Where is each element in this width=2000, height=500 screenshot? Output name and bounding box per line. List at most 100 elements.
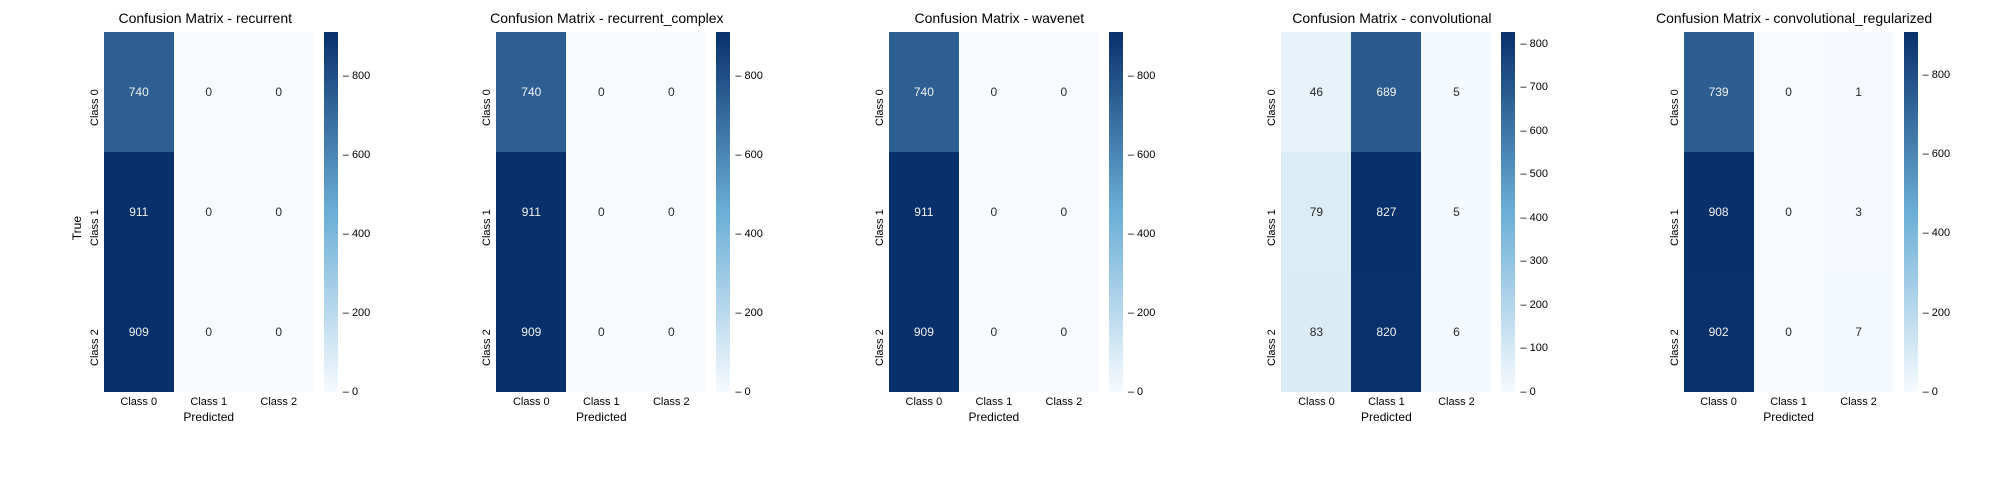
chart-row: Class 0Class 1Class 2740009110090900Clas… [871,32,1128,424]
heatmap-cell: 902 [1684,272,1754,392]
x-axis-label: Predicted [1281,410,1491,424]
y-tick-label: Class 0 [871,48,889,168]
colorbar: – 0– 200– 400– 600– 800 [1109,32,1128,424]
x-ticks: Class 0Class 1Class 2 [1684,392,1894,408]
heatmap-cell: 0 [566,272,636,392]
x-ticks: Class 0Class 1Class 2 [889,392,1099,408]
heatmap-cell: 5 [1421,32,1491,152]
heatmap-column: 740009110090900Class 0Class 1Class 2Pred… [889,32,1099,424]
x-ticks: Class 0Class 1Class 2 [104,392,314,408]
x-ticks: Class 0Class 1Class 2 [1281,392,1491,408]
heatmap-cell: 0 [636,32,706,152]
x-tick-label: Class 2 [1421,392,1491,408]
x-tick-label: Class 0 [104,392,174,408]
y-tick-label: Class 1 [1263,168,1281,288]
colorbar: – 0– 100– 200– 300– 400– 500– 600– 700– … [1501,32,1520,424]
panel-title: Confusion Matrix - wavenet [915,10,1085,26]
confusion-matrix-panel: Confusion Matrix - recurrentTrueClass 0C… [68,10,343,424]
x-tick-label: Class 0 [496,392,566,408]
y-tick-label: Class 2 [1263,288,1281,408]
x-ticks: Class 0Class 1Class 2 [496,392,706,408]
heatmap-cell: 0 [174,272,244,392]
y-ticks: Class 0Class 1Class 2 [478,48,496,408]
heatmap-cell: 0 [1029,32,1099,152]
y-axis: Class 0Class 1Class 2 [478,32,496,424]
heatmap: 466895 798275 838206 [1281,32,1491,392]
heatmap-cell: 83 [1281,272,1351,392]
colorbar-gradient [1109,32,1123,392]
chart-row: Class 0Class 1Class 2466895798275838206C… [1263,32,1520,424]
x-tick-label: Class 1 [959,392,1029,408]
colorbar: – 0– 200– 400– 600– 800 [324,32,343,424]
panel-title: Confusion Matrix - recurrent_complex [490,10,723,26]
heatmap-cell: 0 [636,152,706,272]
heatmap-cell: 820 [1351,272,1421,392]
y-ticks: Class 0Class 1Class 2 [871,48,889,408]
panel-title: Confusion Matrix - convolutional [1292,10,1491,26]
colorbar: – 0– 200– 400– 600– 800 [1904,32,1923,424]
x-tick-label: Class 2 [1029,392,1099,408]
x-tick-label: Class 0 [1684,392,1754,408]
heatmap-cell: 0 [244,272,314,392]
x-tick-label: Class 1 [1351,392,1421,408]
y-axis-label: True [68,216,86,240]
x-axis-label: Predicted [496,410,706,424]
y-tick-label: Class 2 [1666,288,1684,408]
colorbar-gradient [324,32,338,392]
y-tick-label: Class 0 [86,48,104,168]
heatmap-cell: 79 [1281,152,1351,272]
y-ticks: Class 0Class 1Class 2 [86,48,104,408]
heatmap-cell: 911 [496,152,566,272]
heatmap-cell: 0 [566,32,636,152]
heatmap-cell: 0 [1754,32,1824,152]
heatmap-cell: 0 [959,272,1029,392]
y-tick-label: Class 1 [86,168,104,288]
heatmap-cell: 908 [1684,152,1754,272]
x-tick-label: Class 1 [174,392,244,408]
chart-row: TrueClass 0Class 1Class 2740009110090900… [68,32,343,424]
heatmap-cell: 911 [889,152,959,272]
heatmap-cell: 689 [1351,32,1421,152]
heatmap-cell: 3 [1824,152,1894,272]
confusion-matrix-panel: Confusion Matrix - wavenetClass 0Class 1… [871,10,1128,424]
y-tick-label: Class 0 [1666,48,1684,168]
x-tick-label: Class 2 [244,392,314,408]
heatmap: 740009110090900 [496,32,706,392]
heatmap-cell: 0 [1754,152,1824,272]
heatmap-cell: 827 [1351,152,1421,272]
y-axis: Class 0Class 1Class 2 [1263,32,1281,424]
heatmap: 740009110090900 [104,32,314,392]
chart-row: Class 0Class 1Class 2739019080390207Clas… [1666,32,1923,424]
colorbar-gradient [716,32,730,392]
heatmap: 739019080390207 [1684,32,1894,392]
heatmap-cell: 0 [566,152,636,272]
x-tick-label: Class 1 [1754,392,1824,408]
heatmap-cell: 0 [244,32,314,152]
heatmap-cell: 0 [1029,152,1099,272]
confusion-matrix-panel: Confusion Matrix - recurrent_complex Clas… [478,10,735,424]
heatmap-cell: 6 [1421,272,1491,392]
x-tick-label: Class 2 [1824,392,1894,408]
heatmap-cell: 46 [1281,32,1351,152]
heatmap-column: 740009110090900Class 0Class 1Class 2 Pred… [496,32,706,424]
x-axis-label: Predicted [889,410,1099,424]
heatmap-cell: 7 [1824,272,1894,392]
y-tick-label: Class 1 [478,168,496,288]
heatmap-cell: 740 [889,32,959,152]
x-tick-label: Class 1 [566,392,636,408]
y-axis: Class 0Class 1Class 2 [871,32,889,424]
confusion-matrix-panel: Confusion Matrix - convolutional_regular… [1656,10,1932,424]
colorbar-gradient [1904,32,1918,392]
heatmap-column: 466895 798275 838206Class 0Class 1Class 2 P… [1281,32,1491,424]
heatmap: 740009110090900 [889,32,1099,392]
y-ticks: Class 0Class 1Class 2 [1666,48,1684,408]
heatmap-cell: 909 [104,272,174,392]
y-tick-label: Class 1 [871,168,889,288]
y-axis: Class 0Class 1Class 2 [1666,32,1684,424]
chart-row: Class 0Class 1Class 2740009110090900Clas… [478,32,735,424]
heatmap-cell: 0 [1029,272,1099,392]
colorbar-gradient [1501,32,1515,392]
heatmap-column: 739019080390207Class 0Class 1Class 2Pred… [1684,32,1894,424]
heatmap-cell: 909 [889,272,959,392]
heatmap-cell: 5 [1421,152,1491,272]
